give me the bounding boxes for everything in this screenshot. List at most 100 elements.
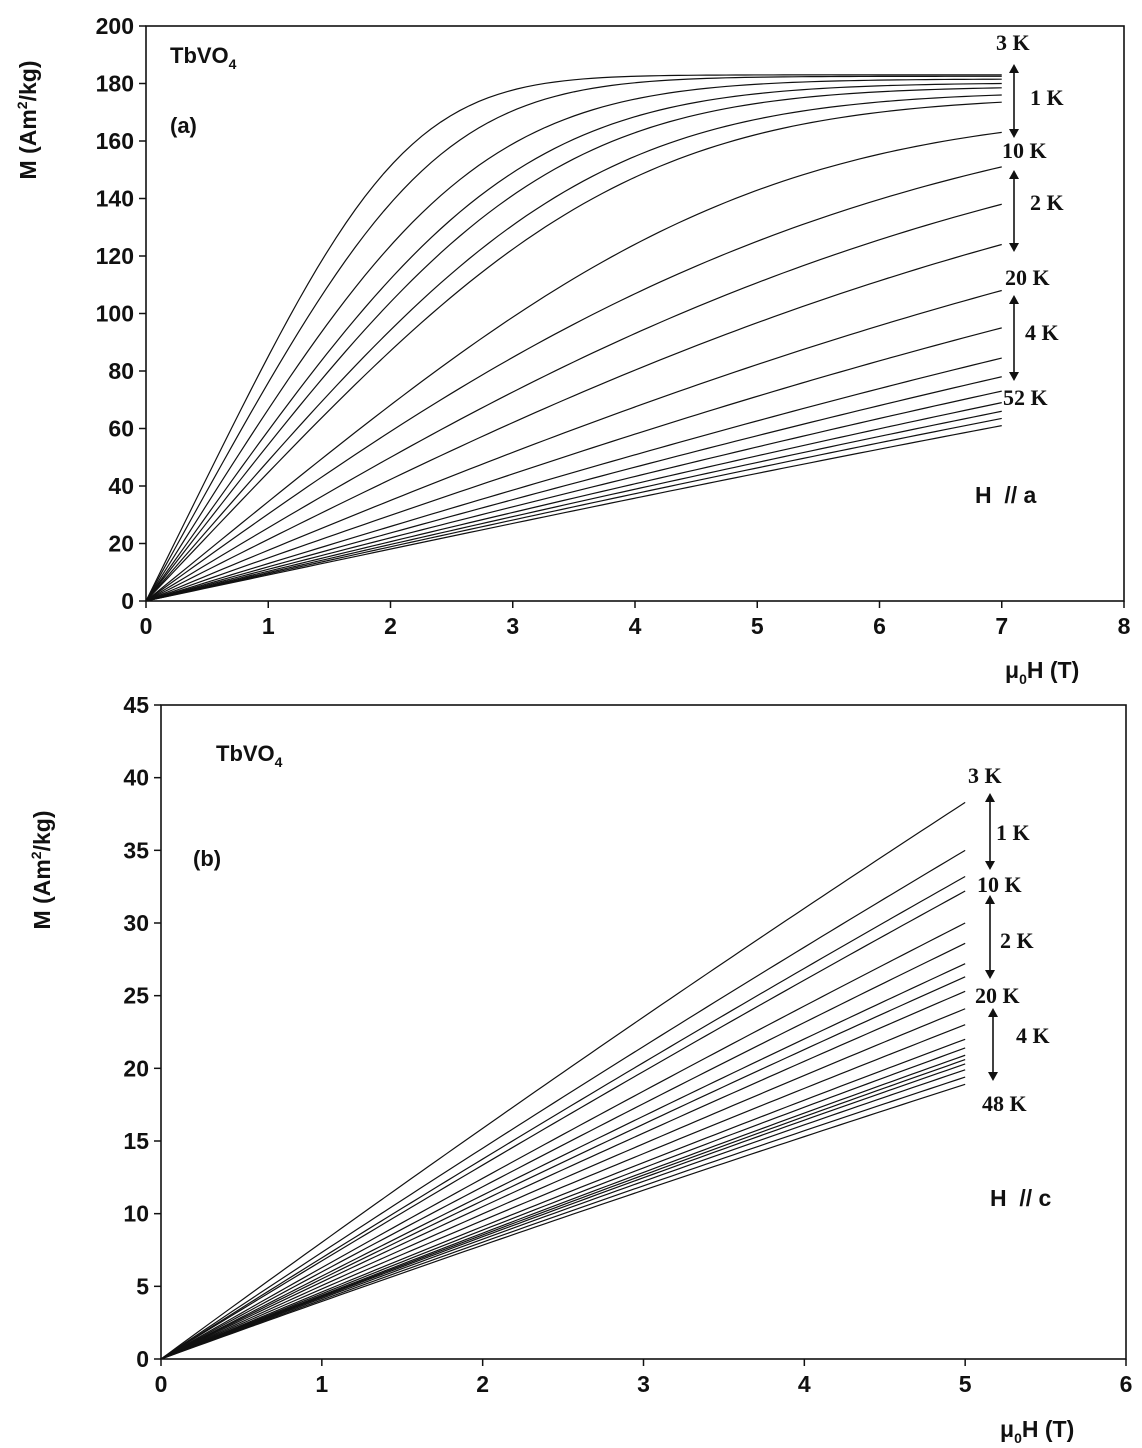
panel-b-x-tick-label: 1	[315, 1371, 328, 1397]
panel-a-temp-label-20k: 20 K	[1005, 265, 1050, 290]
panel-a-field-label: H // a	[975, 482, 1037, 508]
panel-a-temp-label-3k: 3 K	[996, 30, 1030, 55]
panel-b-temp-label-10k: 10 K	[977, 872, 1022, 897]
panel-b-x-tick-label: 0	[155, 1371, 168, 1397]
panel-b-field-label: H // c	[990, 1185, 1052, 1211]
panel-a-x-tick-label: 7	[995, 613, 1008, 639]
panel-b-y-tick-label: 5	[136, 1273, 149, 1299]
panel-a-x-tick-label: 6	[873, 613, 886, 639]
panel-a-curve-40k	[145, 402, 1002, 602]
panel-a-y-tick-label: 80	[108, 358, 134, 384]
panel-b-x-axis-label: μ0H (T)	[1000, 1416, 1074, 1446]
panel-a-x-axis-label: μ0H (T)	[1005, 657, 1079, 687]
panel-a-curve-52k	[145, 425, 1002, 602]
panel-b-step-label-2k: 2 K	[1000, 928, 1034, 953]
panel-b-curve-40k	[160, 1069, 966, 1360]
panel-b-step-label-1k: 1 K	[996, 820, 1030, 845]
panel-b-curve-44k	[160, 1076, 966, 1360]
panel-a-temp-label-52k: 52 K	[1003, 385, 1048, 410]
panel-a-curve-14k	[145, 203, 1002, 602]
panel-b-curve-3k	[160, 801, 966, 1360]
panel-a-y-tick-label: 200	[96, 13, 134, 39]
panel-a-curves	[145, 74, 1002, 602]
panel-b-y-tick-label: 20	[123, 1055, 149, 1081]
panel-b-y-tick-label: 40	[123, 765, 149, 791]
panel-a-y-tick-label: 160	[96, 128, 134, 154]
panel-b-curve-28k	[160, 1054, 966, 1360]
panel-b-x-tick-label: 3	[637, 1371, 650, 1397]
panel-b-label: (b)	[193, 846, 221, 871]
panel-b-curve-8k	[160, 942, 966, 1360]
panel-b-y-tick-label: 25	[123, 983, 149, 1009]
panel-a-x-tick-label: 2	[384, 613, 397, 639]
panel-b-curve-9k	[160, 963, 966, 1360]
panel-b-temp-label-48k: 48 K	[982, 1091, 1027, 1116]
panel-a-curve-6k	[145, 82, 1002, 602]
panel-a-step-label-2k: 2 K	[1030, 190, 1064, 215]
panel-a-curve-32k	[145, 376, 1002, 602]
panel-a-y-tick-label: 0	[121, 588, 134, 614]
panel-a-y-tick-label: 60	[108, 416, 134, 442]
panel-a-curve-4k	[145, 75, 1002, 602]
panel-b-x-tick-label: 6	[1120, 1371, 1133, 1397]
panel-b-curve-24k	[160, 1047, 966, 1360]
panel-b-curve-36k	[160, 1063, 966, 1360]
panel-a-x-tick-label: 3	[506, 613, 519, 639]
panel-a-curve-16k	[145, 243, 1002, 602]
panel-b-temp-label-3k: 3 K	[968, 763, 1002, 788]
panel-a-range-arrow-1k	[1009, 64, 1019, 138]
panel-b-curve-16k	[160, 1024, 966, 1360]
panel-a-y-tick-label: 140	[96, 186, 134, 212]
panel-b-curve-4k	[160, 849, 966, 1360]
panel-a-y-axis-label: M (Am2/kg)	[14, 61, 41, 180]
panel-b-curve-12k	[160, 990, 966, 1360]
panel-b-range-arrow-1k	[985, 793, 995, 870]
panel-b-curves	[160, 801, 966, 1360]
panel-b-y-tick-label: 10	[123, 1201, 149, 1227]
panel-b-x-tick-label: 4	[798, 1371, 811, 1397]
panel-a-title: TbVO4	[170, 43, 237, 72]
panel-a-y-tick-label: 20	[108, 531, 134, 557]
panel-a-step-label-4k: 4 K	[1025, 320, 1059, 345]
panel-a-curve-10k	[145, 131, 1002, 602]
panel-a-curve-8k	[145, 94, 1002, 602]
panel-b-x-tick-label: 5	[959, 1371, 972, 1397]
panel-a-temp-label-10k: 10 K	[1002, 138, 1047, 163]
panel-b-curve-7k	[160, 922, 966, 1360]
panel-b-y-tick-label: 35	[123, 837, 149, 863]
panel-b-range-arrow-4k	[988, 1008, 998, 1081]
panel-b-temp-label-20k: 20 K	[975, 983, 1020, 1008]
panel-a-x-tick-label: 5	[751, 613, 764, 639]
panel-a-y-tick-label: 180	[96, 71, 134, 97]
panel-b-curve-5k	[160, 875, 966, 1360]
panel-a-step-label-1k: 1 K	[1030, 85, 1064, 110]
panel-b-curve-10k	[160, 976, 966, 1360]
panel-b-x-tick-label: 2	[476, 1371, 489, 1397]
panel-a-y-tick-label: 100	[96, 301, 134, 327]
panel-a-y-tick-label: 120	[96, 243, 134, 269]
panel-b-y-tick-label: 0	[136, 1346, 149, 1372]
panel-a-curve-7k	[145, 87, 1002, 602]
panel-a-y-tick-label: 40	[108, 473, 134, 499]
panel-b-curve-32k	[160, 1059, 966, 1360]
panel-b-plot-frame	[160, 704, 1127, 1360]
panel-a-curve-3k	[145, 74, 1002, 602]
panel-a-curve-12k	[145, 166, 1002, 602]
panel-b-y-axis-label: M (Am2/kg)	[28, 811, 55, 930]
panel-b-range-arrow-2k	[985, 895, 995, 979]
panel-a-range-arrow-2k	[1009, 170, 1019, 252]
panel-b-curve-20k	[160, 1038, 966, 1360]
panel-a-curve-9k	[145, 101, 1002, 602]
panel-a-curve-5k	[145, 78, 1002, 602]
panel-a-curve-36k	[145, 390, 1002, 602]
panel-b-y-tick-label: 30	[123, 910, 149, 936]
panel-b-curve-14k	[160, 1008, 966, 1360]
panel-b-step-label-4k: 4 K	[1016, 1023, 1050, 1048]
panel-a-curve-48k	[145, 417, 1002, 602]
panel-a-label: (a)	[170, 113, 197, 138]
panel-b-curve-6k	[160, 890, 966, 1360]
